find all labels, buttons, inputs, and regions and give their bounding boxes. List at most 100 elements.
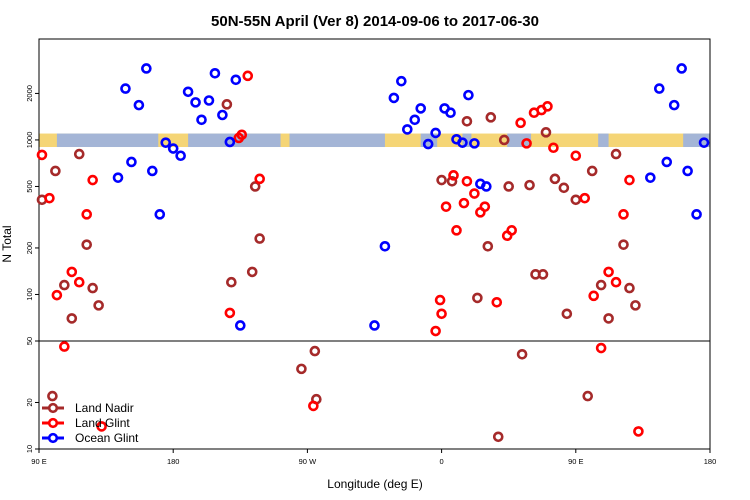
data-point bbox=[430, 325, 441, 337]
data-point bbox=[521, 138, 532, 149]
data-point bbox=[112, 172, 124, 183]
y-tick-label: 2000 bbox=[25, 85, 34, 102]
map-ocean-segment bbox=[507, 133, 532, 148]
data-point bbox=[254, 233, 265, 244]
data-point bbox=[582, 390, 594, 402]
data-point bbox=[81, 209, 93, 220]
legend-marker bbox=[47, 402, 59, 414]
data-point bbox=[691, 209, 702, 220]
data-point bbox=[661, 156, 673, 168]
data-point bbox=[66, 313, 78, 324]
data-point bbox=[154, 209, 166, 220]
map-ocean-segment bbox=[56, 133, 159, 148]
data-point bbox=[133, 99, 145, 111]
data-point bbox=[595, 342, 607, 354]
legend-label: Ocean Glint bbox=[75, 431, 139, 445]
data-point bbox=[603, 313, 614, 324]
data-point bbox=[59, 341, 70, 352]
data-point bbox=[47, 390, 58, 402]
data-point bbox=[296, 363, 307, 375]
data-point bbox=[388, 92, 400, 104]
data-point bbox=[436, 174, 447, 186]
series-land-nadir bbox=[36, 99, 641, 443]
data-point bbox=[120, 83, 131, 94]
x-tick-label: 90 E bbox=[31, 457, 46, 466]
data-point bbox=[44, 192, 55, 204]
world-map-strip bbox=[39, 133, 710, 148]
data-point bbox=[624, 282, 635, 294]
data-point bbox=[463, 89, 474, 101]
data-point bbox=[51, 289, 63, 301]
data-point bbox=[540, 127, 552, 138]
legend-marker bbox=[47, 432, 59, 444]
data-point bbox=[451, 225, 462, 236]
y-axis: 10 20 50 100 200 500 1000 2000 bbox=[25, 85, 39, 453]
data-point bbox=[254, 173, 265, 185]
data-point bbox=[469, 138, 480, 149]
y-tick-label: 50 bbox=[25, 337, 34, 345]
data-point bbox=[610, 148, 622, 160]
data-point bbox=[434, 294, 446, 306]
y-tick-label: 200 bbox=[25, 242, 34, 255]
y-tick-label: 500 bbox=[25, 180, 34, 193]
data-point bbox=[415, 103, 427, 114]
data-point bbox=[242, 70, 254, 82]
data-point bbox=[236, 129, 248, 141]
data-point bbox=[93, 300, 104, 311]
data-point bbox=[50, 165, 61, 177]
data-point bbox=[548, 142, 559, 154]
data-point bbox=[224, 307, 236, 319]
x-tick-label: 90 E bbox=[568, 457, 583, 466]
data-point bbox=[446, 175, 458, 187]
data-point bbox=[472, 292, 483, 304]
data-point bbox=[458, 197, 470, 209]
data-point bbox=[570, 194, 582, 206]
data-point bbox=[485, 112, 497, 123]
data-point bbox=[654, 83, 665, 94]
data-point bbox=[586, 165, 598, 177]
x-tick-label: 180 bbox=[167, 457, 180, 466]
map-ocean-segment bbox=[683, 133, 710, 148]
data-point bbox=[73, 148, 85, 160]
data-point bbox=[308, 400, 319, 412]
data-point bbox=[682, 165, 693, 177]
data-point bbox=[309, 345, 321, 357]
y-tick-label: 100 bbox=[25, 288, 34, 301]
data-point bbox=[126, 156, 137, 168]
data-point bbox=[469, 188, 480, 199]
y-tick-label: 20 bbox=[25, 398, 34, 406]
data-point bbox=[698, 137, 710, 148]
data-point bbox=[160, 137, 172, 148]
data-point bbox=[66, 266, 78, 278]
data-point bbox=[196, 114, 207, 126]
plot-frame bbox=[38, 38, 711, 450]
data-point bbox=[537, 269, 549, 280]
map-ocean-segment bbox=[598, 133, 609, 148]
data-point bbox=[209, 67, 221, 79]
data-point bbox=[630, 300, 641, 311]
data-point bbox=[87, 282, 98, 294]
data-point bbox=[147, 165, 158, 177]
y-tick-label: 10 bbox=[25, 445, 34, 453]
series-ocean-glint bbox=[112, 63, 710, 331]
data-point bbox=[445, 107, 456, 119]
data-point bbox=[579, 192, 591, 204]
data-points bbox=[36, 63, 710, 443]
data-point bbox=[436, 308, 447, 320]
map-ocean-segment bbox=[289, 133, 385, 148]
data-point bbox=[59, 279, 70, 291]
y-axis-label: N Total bbox=[0, 225, 14, 262]
x-tick-label: 180 bbox=[704, 457, 717, 466]
data-point bbox=[618, 209, 629, 220]
data-point bbox=[422, 138, 434, 150]
legend-marker bbox=[47, 417, 59, 429]
legend-label: Land Glint bbox=[75, 416, 130, 430]
data-point bbox=[448, 170, 459, 181]
data-point bbox=[610, 276, 622, 288]
data-point bbox=[249, 181, 261, 192]
data-point bbox=[203, 95, 215, 106]
data-point bbox=[230, 74, 242, 86]
data-point bbox=[668, 99, 680, 111]
data-point bbox=[221, 99, 233, 110]
data-point bbox=[633, 426, 644, 437]
